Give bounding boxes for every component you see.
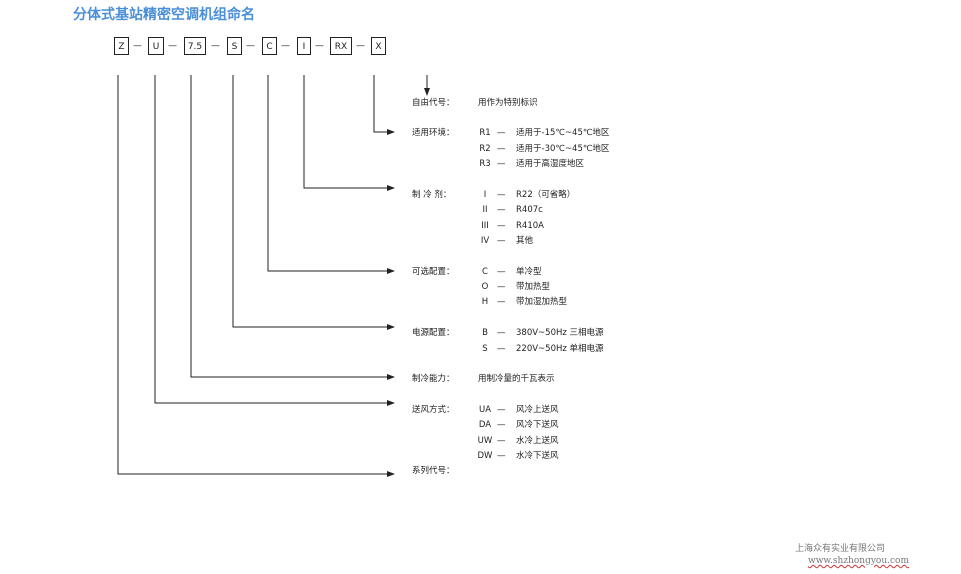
connector-capacity (190, 75, 395, 380)
desc: 水冷上送风 (516, 436, 559, 446)
code-box-env: RX (330, 37, 352, 55)
code: II (482, 205, 488, 215)
separator: — (497, 297, 506, 307)
code-box-free: X (371, 37, 386, 55)
code: S (482, 344, 488, 354)
connector-airflow (154, 75, 395, 406)
desc: 适用于高湿度地区 (516, 159, 585, 169)
value-capacity: 用制冷量的千瓦表示 (478, 374, 555, 384)
separator: — (497, 282, 506, 292)
separator: — (168, 41, 177, 51)
code: I (483, 190, 487, 200)
label-refrigerant: 制 冷 剂： (412, 190, 452, 200)
separator: — (281, 41, 290, 51)
separator: — (356, 41, 365, 51)
separator: — (497, 267, 506, 277)
code-box-refrigerant: I (297, 37, 311, 55)
code: UA (478, 405, 492, 415)
code: IV (480, 236, 490, 246)
code: B (482, 328, 488, 338)
desc: 其他 (516, 236, 534, 246)
code-box-options: C (262, 37, 277, 55)
code-box-power: S (227, 37, 242, 55)
connector-options (267, 75, 395, 274)
separator: — (133, 41, 142, 51)
separator: — (497, 205, 506, 215)
label-capacity: 制冷能力： (412, 374, 455, 384)
desc: R407c (516, 205, 543, 215)
separator: — (497, 436, 506, 446)
code: R2 (479, 144, 491, 154)
separator: — (497, 236, 506, 246)
code: O (481, 282, 489, 292)
separator: — (497, 159, 506, 169)
desc: 220V~50Hz 单相电源 (516, 344, 604, 354)
desc: 适用于-15℃~45℃地区 (516, 128, 610, 138)
separator: — (497, 221, 506, 231)
desc: 风冷下送风 (516, 420, 559, 430)
separator: — (497, 420, 506, 430)
page-title: 分体式基站精密空调机组命名 (73, 7, 255, 23)
code-box-series: Z (114, 37, 129, 55)
desc: 带加热型 (516, 282, 551, 292)
connector-refrigerant (303, 75, 395, 191)
separator: — (497, 128, 506, 138)
separator: — (211, 41, 220, 51)
separator: — (497, 144, 506, 154)
connector-env (373, 75, 395, 135)
separator: — (497, 344, 506, 354)
code: DA (478, 420, 492, 430)
desc: R410A (516, 221, 544, 231)
desc: 风冷上送风 (516, 405, 559, 415)
separator: — (246, 41, 255, 51)
desc: R22（可省略） (516, 190, 576, 200)
code: H (481, 297, 489, 307)
connector-series (117, 75, 395, 477)
code: C (482, 267, 488, 277)
separator: — (497, 451, 506, 461)
code: DW (477, 451, 493, 461)
connector-power (232, 75, 395, 330)
desc: 单冷型 (516, 267, 542, 277)
label-free: 自由代号： (412, 98, 455, 108)
code: R1 (479, 128, 491, 138)
code-box-capacity: 7.5 (184, 37, 206, 55)
desc: 适用于-30℃~45℃地区 (516, 144, 610, 154)
label-options: 可选配置： (412, 267, 455, 277)
separator: — (497, 328, 506, 338)
code: R3 (479, 159, 491, 169)
company-url[interactable]: www.shzhongyou.com (808, 556, 909, 566)
separator: — (497, 190, 506, 200)
separator: — (315, 41, 324, 51)
code: UW (477, 436, 493, 446)
label-series: 系列代号： (412, 466, 455, 476)
company-name: 上海众有实业有限公司 (795, 544, 886, 554)
label-airflow: 送风方式： (412, 405, 455, 415)
code-box-airflow: U (148, 37, 164, 55)
label-env: 适用环境： (412, 128, 455, 138)
value-free: 用作为特别标识 (478, 98, 538, 108)
label-power: 电源配置： (412, 328, 455, 338)
desc: 水冷下送风 (516, 451, 559, 461)
desc: 380V~50Hz 三相电源 (516, 328, 604, 338)
separator: — (497, 405, 506, 415)
code: III (481, 221, 489, 231)
desc: 带加湿加热型 (516, 297, 568, 307)
